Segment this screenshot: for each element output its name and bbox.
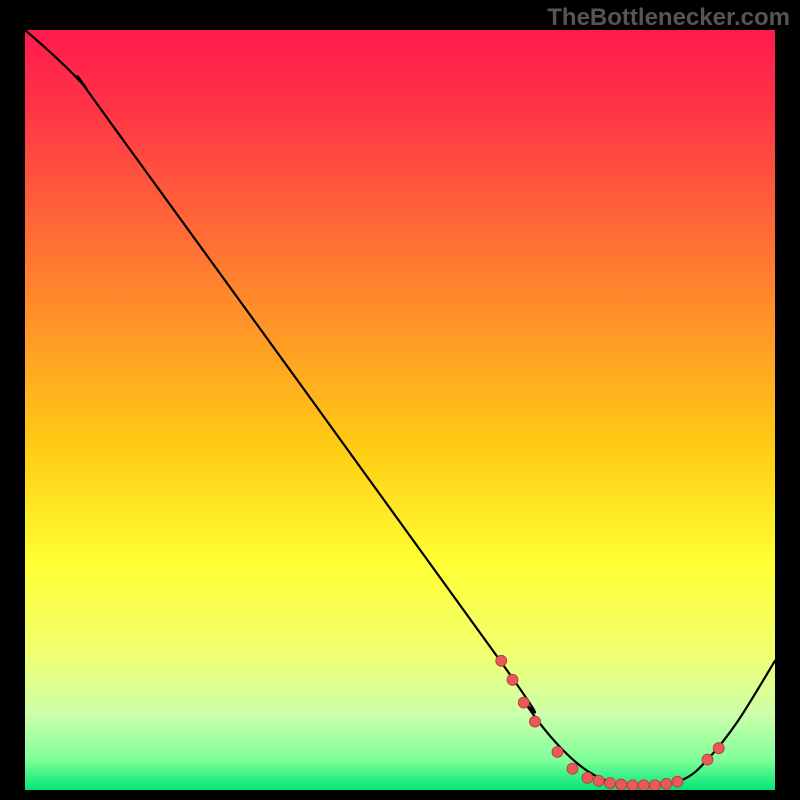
data-marker: [496, 655, 507, 666]
data-marker: [593, 775, 604, 786]
watermark-text: TheBottlenecker.com: [547, 4, 790, 32]
data-marker: [507, 674, 518, 685]
data-marker: [616, 779, 627, 790]
data-marker: [638, 780, 649, 790]
data-marker: [530, 716, 541, 727]
chart-background: [25, 30, 775, 790]
chart-container: TheBottlenecker.com: [0, 0, 800, 800]
data-marker: [518, 697, 529, 708]
data-marker: [650, 780, 661, 790]
data-marker: [605, 778, 616, 789]
data-marker: [661, 778, 672, 789]
plot-area: [25, 30, 775, 790]
data-marker: [582, 772, 593, 783]
data-marker: [672, 776, 683, 787]
data-marker: [627, 780, 638, 790]
data-marker: [702, 754, 713, 765]
data-marker: [552, 747, 563, 758]
chart-svg: [25, 30, 775, 790]
data-marker: [567, 763, 578, 774]
data-marker: [713, 743, 724, 754]
